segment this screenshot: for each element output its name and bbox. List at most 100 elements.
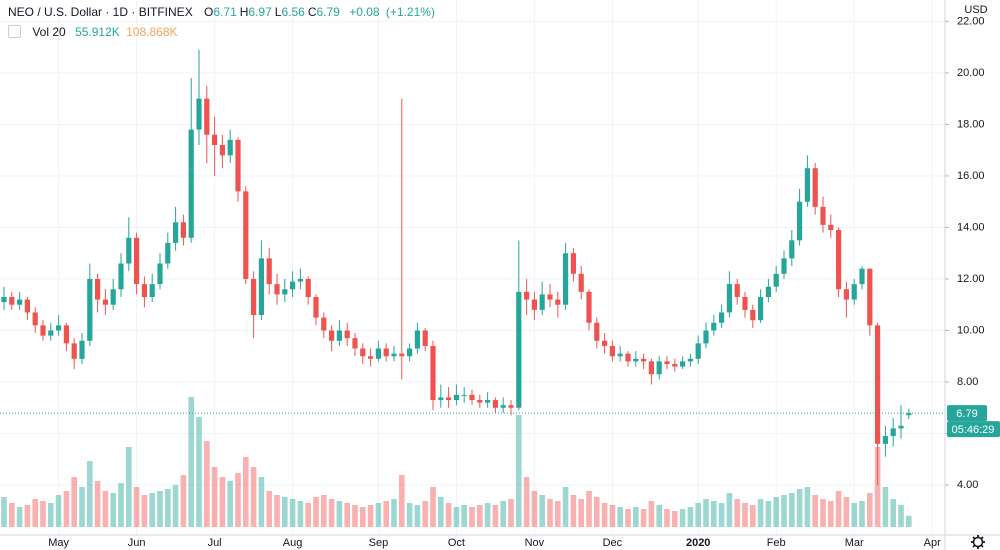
volume-bar xyxy=(508,499,514,527)
candle-body xyxy=(188,129,194,238)
volume-bar xyxy=(906,515,912,527)
y-tick-label: 22.00 xyxy=(957,15,985,27)
volume-bar xyxy=(126,447,132,527)
volume-bar xyxy=(438,497,444,527)
x-tick-label: Oct xyxy=(448,537,465,549)
candle-body xyxy=(531,299,537,310)
volume-bar xyxy=(250,467,257,527)
volume-bar xyxy=(687,507,694,527)
y-tick-label: 8.00 xyxy=(957,376,978,388)
candle-body xyxy=(765,286,771,297)
volume-bar xyxy=(367,505,374,527)
candle-body xyxy=(118,263,124,290)
settings-button[interactable] xyxy=(971,535,985,549)
candle-body xyxy=(500,405,506,408)
candle-body xyxy=(875,325,881,444)
candle-body xyxy=(430,345,436,401)
change: +0.08 xyxy=(349,5,380,19)
volume-bar xyxy=(235,473,241,527)
candle-body xyxy=(63,325,69,344)
volume-last: 55.912K xyxy=(75,25,120,39)
y-tick-label: 12.00 xyxy=(957,273,985,285)
candle-body xyxy=(32,312,38,326)
last-price-box xyxy=(947,405,987,422)
candle-body xyxy=(446,397,452,401)
candle-body xyxy=(633,358,639,362)
gear-tooth xyxy=(980,536,984,540)
candle-body xyxy=(126,237,132,264)
volume-bar xyxy=(711,501,717,527)
volume-bar xyxy=(71,477,77,527)
candle-body xyxy=(781,258,787,274)
candle-body xyxy=(219,145,225,156)
gear-tooth xyxy=(972,536,976,540)
candle-body xyxy=(695,343,701,359)
candle-body xyxy=(851,284,857,300)
volume-bar xyxy=(734,499,740,527)
x-tick-label: Sep xyxy=(369,537,389,549)
grid xyxy=(0,0,945,535)
candle-body xyxy=(882,436,888,444)
volume-bar xyxy=(539,495,545,527)
volume-bar xyxy=(399,475,405,527)
candle-body xyxy=(274,284,280,295)
candle-body xyxy=(586,291,592,323)
candle-body xyxy=(820,206,826,225)
volume-bar xyxy=(180,475,187,527)
candle-body xyxy=(703,330,709,344)
candle-body xyxy=(87,278,93,341)
volume-bar xyxy=(430,487,436,527)
y-tick-label: 14.00 xyxy=(957,221,985,233)
candle-body xyxy=(656,361,662,375)
candle-body xyxy=(157,263,163,285)
volume-bar xyxy=(531,491,538,527)
candle-body xyxy=(898,425,904,429)
last-price-label: 6.79 xyxy=(956,408,977,420)
volume-bar xyxy=(601,503,608,527)
volume-bar xyxy=(703,499,709,527)
volume-bar xyxy=(781,495,787,527)
candle-body xyxy=(352,338,358,349)
volume-bar xyxy=(336,501,343,527)
volume-bar xyxy=(484,503,491,527)
candle-body xyxy=(570,253,576,274)
volume-bar xyxy=(835,491,842,527)
volume-ma: 108.868K xyxy=(126,25,178,39)
volume-bar xyxy=(445,503,452,527)
volume-bar xyxy=(344,503,350,527)
candle-body xyxy=(17,299,23,305)
candle-body xyxy=(687,358,693,362)
candle-body xyxy=(461,394,467,396)
volume-bar xyxy=(500,501,506,527)
candle-body xyxy=(578,273,584,292)
volume-bar xyxy=(664,509,670,527)
volume-bar xyxy=(32,499,38,527)
candle-body xyxy=(742,296,748,310)
collapse-button[interactable] xyxy=(8,25,21,38)
candle-body xyxy=(266,258,272,285)
volume-bar xyxy=(625,509,631,527)
candle-body xyxy=(797,201,803,241)
candle-body xyxy=(95,278,101,300)
candle-body xyxy=(625,353,631,362)
y-tick-label: 18.00 xyxy=(957,118,985,130)
candle-body xyxy=(336,330,342,341)
x-tick-label: Jul xyxy=(208,537,222,549)
ohlc-key: C xyxy=(307,5,317,19)
candle-body xyxy=(867,268,873,326)
candle-body xyxy=(492,400,498,408)
candle-body xyxy=(141,284,147,297)
y-tick-label: 20.00 xyxy=(957,67,985,79)
gear-tooth xyxy=(980,544,984,548)
volume-bar xyxy=(570,495,577,527)
volume-bar xyxy=(40,501,46,527)
volume-bar xyxy=(1,497,7,527)
candle-body xyxy=(469,394,475,401)
volume-bar xyxy=(453,507,460,527)
candle-body xyxy=(243,191,249,279)
volume-bar xyxy=(196,417,202,527)
volume-bar xyxy=(211,467,218,527)
volume-bar xyxy=(422,501,428,527)
volume-bar xyxy=(297,501,304,527)
